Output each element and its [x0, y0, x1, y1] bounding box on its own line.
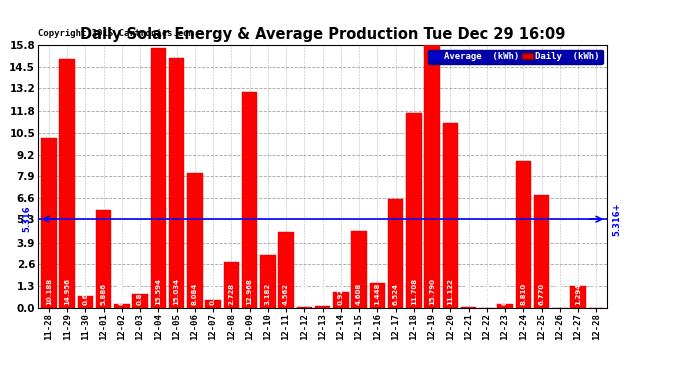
Legend: Average  (kWh), Daily  (kWh): Average (kWh), Daily (kWh) [428, 50, 602, 64]
Text: 4.562: 4.562 [283, 283, 289, 305]
Text: 5.316+: 5.316+ [613, 202, 622, 236]
Bar [206, 300, 221, 307]
Text: 0.000: 0.000 [593, 283, 599, 305]
Text: 0.922: 0.922 [338, 283, 344, 305]
Bar [370, 284, 385, 308]
Bar [260, 255, 275, 308]
Text: 1.448: 1.448 [374, 282, 380, 305]
Text: 14.956: 14.956 [64, 278, 70, 305]
Text: 8.810: 8.810 [520, 283, 526, 305]
Text: 11.708: 11.708 [411, 278, 417, 305]
Bar [278, 232, 294, 308]
Text: 0.820: 0.820 [137, 283, 143, 305]
Text: 0.234: 0.234 [119, 283, 125, 305]
Bar [59, 59, 75, 308]
Text: Copyright 2015 Cartronics.com: Copyright 2015 Cartronics.com [38, 28, 194, 38]
Text: 8.084: 8.084 [192, 283, 198, 305]
Bar [388, 199, 404, 308]
Bar [534, 195, 549, 308]
Bar [224, 262, 239, 308]
Bar [187, 173, 203, 308]
Text: 6.524: 6.524 [393, 283, 399, 305]
Bar [96, 210, 111, 308]
Text: 15.034: 15.034 [174, 278, 179, 305]
Text: 15.594: 15.594 [155, 278, 161, 305]
Text: 12.968: 12.968 [246, 278, 253, 305]
Title: Daily Solar Energy & Average Production Tue Dec 29 16:09: Daily Solar Energy & Average Production … [80, 27, 565, 42]
Bar [351, 231, 367, 308]
Bar [497, 304, 513, 307]
Text: 0.186: 0.186 [502, 283, 508, 305]
Bar [315, 306, 331, 308]
Text: 11.122: 11.122 [447, 278, 453, 305]
Bar [570, 286, 586, 308]
Bar [406, 113, 422, 308]
Text: 0.000: 0.000 [484, 283, 490, 305]
Text: 5.316: 5.316 [23, 206, 32, 232]
Bar [150, 48, 166, 308]
Bar [333, 292, 348, 308]
Bar [297, 307, 312, 308]
Bar [78, 296, 93, 307]
Bar [132, 294, 148, 307]
Text: 10.188: 10.188 [46, 278, 52, 305]
Text: 5.886: 5.886 [101, 283, 107, 305]
Bar [461, 307, 476, 308]
Bar [114, 304, 130, 307]
Text: 1.294: 1.294 [575, 283, 581, 305]
Text: 15.790: 15.790 [429, 278, 435, 305]
Bar [515, 161, 531, 308]
Text: 0.044: 0.044 [466, 282, 471, 305]
Bar [169, 58, 184, 308]
Text: 2.728: 2.728 [228, 283, 235, 305]
Text: 0.686: 0.686 [82, 283, 88, 305]
Text: 6.770: 6.770 [538, 283, 544, 305]
Bar [41, 138, 57, 308]
Text: 0.082: 0.082 [319, 283, 326, 305]
Text: 3.182: 3.182 [265, 283, 271, 305]
Bar [241, 92, 257, 308]
Text: 0.000: 0.000 [557, 283, 563, 305]
Text: 0.470: 0.470 [210, 283, 216, 305]
Text: 4.608: 4.608 [356, 283, 362, 305]
Bar [442, 123, 458, 308]
Bar [424, 45, 440, 308]
Text: 0.048: 0.048 [302, 283, 307, 305]
